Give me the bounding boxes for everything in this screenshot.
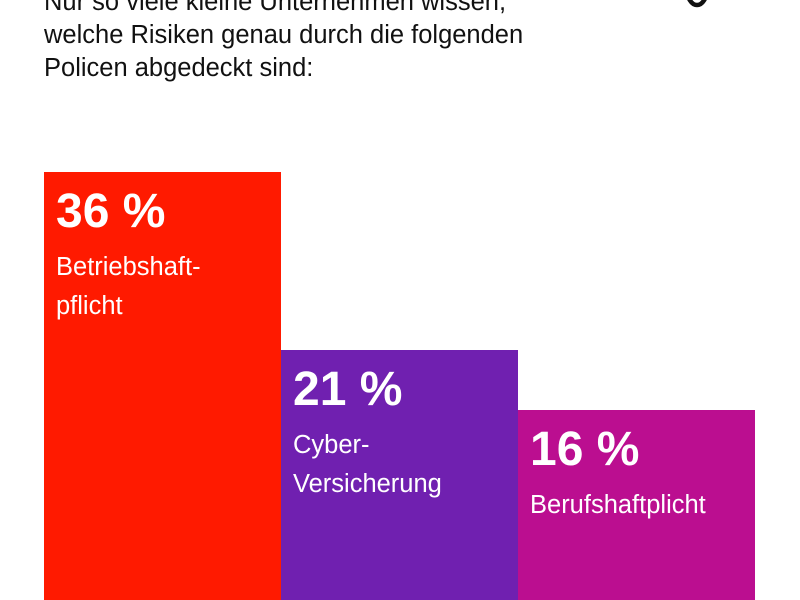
brand-ring-icon	[687, 0, 707, 8]
bar-cyber-versicherung	[281, 350, 518, 600]
bar-label-betriebshaftpflicht: Betriebshaft- pflicht	[56, 253, 201, 320]
bar-value-cyber-versicherung: 21 %	[293, 363, 403, 417]
bar-value-betriebshaftpflicht: 36 %	[56, 185, 166, 238]
bar-value-berufshaftplicht: 16 %	[530, 422, 640, 476]
bar-label-cyber-versicherung: Cyber- Versicherung	[293, 431, 442, 499]
bar-betriebshaftpflicht	[44, 172, 281, 600]
bar-berufshaftplicht	[518, 409, 755, 600]
headline-line-2: welche Risiken genau durch die folgenden	[44, 21, 524, 49]
headline: Nur so viele kleine Unternehmen wissen, …	[44, 0, 644, 85]
headline-line-1: Nur so viele kleine Unternehmen wissen,	[44, 0, 507, 16]
bar-label-berufshaftplicht: Berufshaftplicht	[530, 490, 706, 519]
headline-line-3: Policen abgedeckt sind:	[44, 54, 314, 82]
